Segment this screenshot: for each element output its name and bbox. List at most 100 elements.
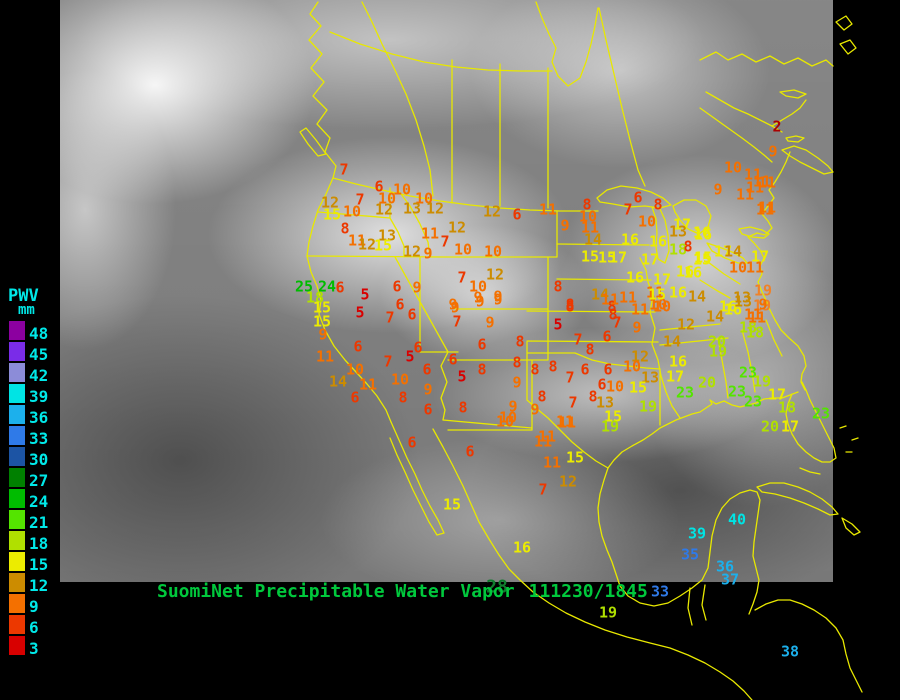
station-pwv-value: 19: [598, 603, 618, 622]
station-pwv-value: 11: [752, 172, 772, 191]
legend-value-label: 42: [29, 366, 49, 385]
east-coast-outline: [747, 151, 807, 391]
sixty-north-border: [329, 31, 553, 72]
station-pwv-value: 8: [565, 297, 575, 316]
station-pwv-value: 11: [645, 283, 665, 302]
station-pwv-value: 14: [687, 287, 707, 306]
station-pwv-value: 15: [580, 247, 600, 266]
station-pwv-value: 13: [732, 288, 752, 307]
station-pwv-value: 11: [557, 413, 577, 432]
station-pwv-value: 8: [398, 388, 408, 407]
st-lawrence-south-shore: [699, 107, 773, 163]
station-pwv-value: 7: [385, 308, 395, 327]
station-pwv-value: 14: [583, 230, 603, 249]
overlap-station-value: 28: [486, 576, 508, 598]
station-pwv-value: 20: [697, 373, 717, 392]
caribbean-islands: [839, 425, 861, 536]
legend-swatch: [8, 635, 26, 656]
station-pwv-value: 17: [750, 247, 770, 266]
legend-swatch: [8, 530, 26, 551]
station-pwv-value: 17: [665, 367, 685, 386]
station-pwv-value: 11: [618, 288, 638, 307]
mexico-pacific-coast: [432, 428, 753, 700]
station-pwv-value: 10: [377, 189, 397, 208]
station-pwv-value: 8: [553, 277, 563, 296]
station-pwv-value: 10: [648, 295, 668, 314]
station-pwv-value: 15: [693, 248, 713, 267]
legend-swatch: [8, 341, 26, 362]
station-pwv-value: 24: [317, 277, 337, 296]
station-pwv-value: 39: [687, 524, 707, 543]
florida-outline: [785, 381, 837, 463]
ontario-manitoba-border: [598, 7, 646, 187]
station-pwv-value: 11: [315, 347, 335, 366]
station-pwv-value: 7: [383, 352, 393, 371]
station-pwv-value: 7: [440, 232, 450, 251]
station-pwv-value: 15: [692, 250, 712, 269]
mexico-gulf-coast: [597, 467, 761, 615]
legend-row: 30: [8, 446, 48, 469]
station-pwv-value: 12: [402, 242, 422, 261]
legend-swatch: [8, 551, 26, 572]
station-pwv-value: 15: [373, 236, 393, 255]
station-pwv-value: 11: [600, 290, 620, 309]
station-pwv-value: 9: [512, 373, 522, 392]
station-pwv-value: 8: [608, 305, 618, 324]
station-pwv-value: 10: [453, 240, 473, 259]
station-pwv-value: 8: [512, 353, 522, 372]
station-pwv-value: 10: [345, 360, 365, 379]
legend-value-label: 6: [29, 618, 39, 637]
legend-value-label: 45: [29, 345, 49, 364]
station-pwv-value: 18: [738, 318, 758, 337]
station-pwv-value: 2: [772, 117, 782, 136]
station-pwv-value: 9: [475, 292, 485, 311]
legend-row: 36: [8, 404, 48, 427]
legend-value-label: 18: [29, 534, 49, 553]
station-pwv-value: 18: [777, 398, 797, 417]
station-pwv-value: 14: [328, 372, 348, 391]
station-pwv-value: 6: [603, 360, 613, 379]
station-pwv-value: 6: [477, 335, 487, 354]
station-pwv-value: 15: [565, 448, 585, 467]
station-pwv-value: 8: [683, 237, 693, 256]
legend-value-label: 39: [29, 387, 49, 406]
station-pwv-value: 40: [727, 510, 747, 529]
station-pwv-value: 7: [565, 368, 575, 387]
station-pwv-value: 12: [447, 218, 467, 237]
us-gulf-coast: [607, 391, 799, 469]
legend-row: 39: [8, 383, 49, 406]
station-pwv-value: 10: [414, 189, 434, 208]
station-pwv-value: 23: [743, 392, 763, 411]
station-pwv-value: 19: [708, 342, 728, 361]
station-pwv-value: 17: [713, 242, 733, 261]
station-pwv-value: 19: [752, 296, 772, 315]
station-pwv-value: 9: [473, 288, 483, 307]
station-pwv-value: 17: [640, 250, 660, 269]
station-pwv-value: 11: [735, 185, 755, 204]
anticosti-island: [779, 89, 807, 99]
legend-row: 24: [8, 488, 48, 511]
timestamp: 111230/1845: [528, 581, 648, 602]
station-pwv-value: 6: [423, 400, 433, 419]
station-pwv-value: 10: [390, 370, 410, 389]
legend-row: 18: [8, 530, 49, 553]
satellite-image: [60, 0, 833, 582]
station-pwv-value: 7: [339, 160, 349, 179]
station-pwv-value: 16: [723, 300, 743, 319]
station-pwv-value: 10: [392, 180, 412, 199]
station-pwv-value: 8: [548, 357, 558, 376]
legend-value-label: 27: [29, 471, 49, 490]
station-pwv-value: 9: [508, 397, 518, 416]
station-pwv-value: 12: [485, 265, 505, 284]
prairie-province-borders: [451, 59, 549, 209]
legend-value-label: 48: [29, 324, 49, 343]
station-pwv-value: 10: [468, 277, 488, 296]
station-pwv-value: 35: [680, 545, 700, 564]
legend-colorbar: 48 45 42 39 36 33 30 27 24 21 18 15 12 9 6 3: [8, 320, 49, 658]
baja-peninsula: [389, 421, 445, 536]
station-pwv-value: 6: [335, 278, 345, 297]
station-pwv-value: 16: [675, 262, 695, 281]
station-pwv-value: 23: [811, 404, 831, 423]
station-pwv-value: 14: [723, 242, 743, 261]
station-pwv-value: 11: [538, 200, 558, 219]
